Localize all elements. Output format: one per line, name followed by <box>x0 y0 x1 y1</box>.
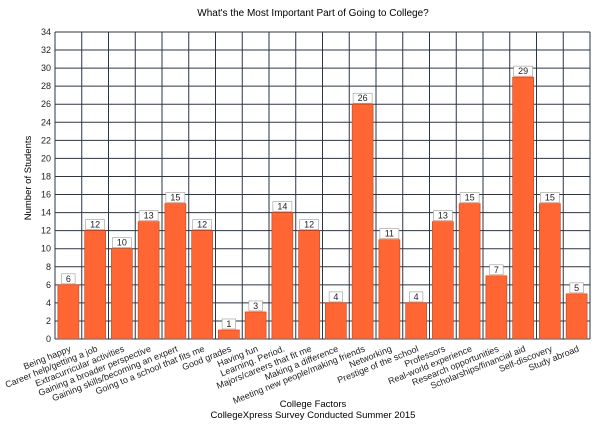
bar <box>351 103 374 340</box>
y-tick-label: 4 <box>46 298 51 308</box>
data-label: 13 <box>144 211 154 221</box>
y-tick-label: 10 <box>41 244 51 254</box>
chart-subtitle: CollegeXpress Survey Conducted Summer 20… <box>211 410 416 421</box>
y-tick-label: 24 <box>41 117 51 127</box>
data-label: 15 <box>545 193 555 203</box>
data-label-box <box>459 192 480 203</box>
y-tick-label: 34 <box>41 27 51 37</box>
data-label: 4 <box>333 292 338 302</box>
data-label-box <box>569 282 584 294</box>
y-tick-label: 14 <box>41 208 51 218</box>
bar <box>218 329 240 340</box>
data-label-box <box>138 210 159 221</box>
bar <box>485 275 508 340</box>
y-tick-label: 12 <box>41 226 51 236</box>
bar <box>191 230 213 340</box>
y-tick-label: 2 <box>46 316 51 326</box>
data-label-box <box>272 201 293 212</box>
data-label-box <box>61 273 76 285</box>
bar <box>432 221 454 340</box>
y-tick-label: 18 <box>41 171 51 181</box>
data-label: 1 <box>226 319 231 329</box>
data-label-box <box>85 219 105 230</box>
bar <box>244 311 267 340</box>
y-tick-label: 16 <box>41 190 51 200</box>
data-label-box <box>328 291 343 303</box>
data-label: 7 <box>494 265 499 275</box>
y-tick-label: 26 <box>41 99 51 109</box>
bar <box>84 230 106 340</box>
data-label: 11 <box>385 229 394 239</box>
data-label-box <box>489 264 504 276</box>
y-tick-label: 0 <box>46 334 51 344</box>
bar <box>378 239 401 340</box>
data-label: 3 <box>253 301 258 311</box>
bar <box>325 302 347 340</box>
bar <box>512 76 534 340</box>
data-label: 4 <box>414 292 419 302</box>
data-label: 15 <box>170 193 180 203</box>
data-label-box <box>165 192 186 203</box>
data-label: 10 <box>117 238 127 248</box>
data-label-box <box>379 228 400 239</box>
bar <box>565 293 588 340</box>
data-label: 5 <box>574 283 579 293</box>
data-label: 15 <box>465 193 475 203</box>
data-label-box <box>352 92 373 104</box>
data-label: 12 <box>304 220 314 230</box>
y-tick-label: 32 <box>41 45 51 55</box>
bar <box>405 302 427 340</box>
bar <box>111 248 133 340</box>
bar <box>539 203 561 340</box>
y-tick-label: 22 <box>41 135 51 145</box>
bar <box>298 230 320 340</box>
chart-title: What's the Most Important Part of Going … <box>197 8 429 19</box>
bar <box>137 221 160 340</box>
gridlines <box>54 31 591 340</box>
y-tick-label: 28 <box>41 81 51 91</box>
data-label-box <box>248 300 263 312</box>
data-label: 12 <box>90 220 100 230</box>
data-label-box <box>409 291 424 303</box>
bar <box>458 203 481 340</box>
y-tick-label: 6 <box>46 280 51 290</box>
data-label-box <box>433 210 453 221</box>
x-axis-title: College Factors <box>280 399 347 410</box>
data-label-box <box>299 219 319 230</box>
bar <box>271 212 294 340</box>
data-label: 6 <box>66 274 71 284</box>
data-label: 29 <box>518 66 528 76</box>
data-label-box <box>513 65 533 77</box>
data-label: 26 <box>358 93 368 103</box>
bar <box>57 284 80 340</box>
bar <box>164 203 187 340</box>
data-label-box <box>112 237 132 249</box>
y-tick-label: 8 <box>46 262 51 272</box>
data-label-box <box>192 219 212 230</box>
y-tick-label: 20 <box>41 153 51 163</box>
data-label: 14 <box>277 202 287 212</box>
data-label: 12 <box>197 220 207 230</box>
data-label: 13 <box>438 211 448 221</box>
data-label-box <box>221 318 236 330</box>
data-label-box <box>540 192 560 203</box>
y-tick-label: 30 <box>41 63 51 73</box>
y-axis-title: Number of Students <box>23 136 34 221</box>
